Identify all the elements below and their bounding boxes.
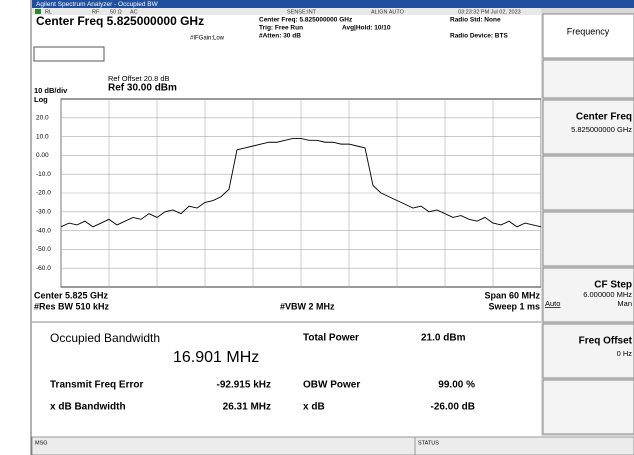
header-info: #IFGain:Low	[190, 36, 225, 42]
center-freq-heading[interactable]: Center Freq 5.825000000 GHz	[36, 14, 204, 28]
msg-label: MSG	[35, 440, 48, 446]
softkey-label: CF Step	[594, 280, 632, 291]
header-info: Center Freq: 5.825000000 GHz	[259, 17, 353, 24]
result-label: Transmit Freq Error	[50, 380, 143, 391]
softkey-label: Freq Offset	[579, 336, 633, 347]
ref-level: Ref 30.00 dBm	[108, 83, 177, 94]
result-value: 16.901 MHz	[173, 349, 259, 366]
y-tick-label: -60.0	[36, 265, 51, 272]
status-item: 50 Ω	[110, 9, 122, 15]
y-tick-label: -50.0	[36, 246, 51, 253]
header-info: Avg|Hold: 10/10	[342, 25, 391, 32]
result-value: 26.31 MHz	[223, 402, 271, 413]
softkey[interactable]	[542, 211, 634, 267]
result-label: Total Power	[303, 333, 359, 344]
softkey-label: Center Freq	[576, 112, 632, 123]
status-item: SENSE:INT	[287, 9, 317, 15]
result-value: -92.915 kHz	[217, 380, 271, 391]
result-value: 99.00 %	[438, 380, 475, 391]
result-value: 21.0 dBm	[421, 333, 466, 344]
log-label: Log	[34, 95, 48, 104]
lxi-icon	[35, 9, 41, 14]
softkey-value: 5.825000000 GHz	[571, 125, 632, 134]
y-tick-label: 0.00	[36, 152, 49, 159]
trace	[60, 138, 542, 228]
res-bw: #Res BW 510 kHz	[34, 301, 110, 311]
ref-offset: Ref Offset 20.8 dB	[108, 74, 170, 83]
status-item: 03:23:32 PM Jul 02, 2023	[458, 9, 521, 15]
header-info: #Atten: 30 dB	[259, 33, 301, 40]
status-label: STATUS	[418, 440, 439, 446]
softkey-value: 0 Hz	[617, 349, 633, 358]
window-title: Agilent Spectrum Analyzer - Occupied BW	[36, 1, 159, 8]
softkey-option[interactable]: Man	[617, 299, 632, 308]
softkey-value: 6.000000 MHz	[583, 290, 632, 299]
header-info: Trig: Free Run	[259, 25, 303, 32]
status-row	[32, 8, 542, 15]
result-label: x dB	[303, 402, 325, 413]
entry-box[interactable]	[33, 46, 105, 62]
sweep: Sweep 1 ms	[488, 301, 540, 311]
y-tick-label: -10.0	[36, 171, 51, 178]
status-item: ALIGN AUTO	[371, 9, 405, 15]
center-label: Center 5.825 GHz	[34, 290, 109, 300]
y-tick-label: 20.0	[36, 115, 49, 122]
result-label: x dB Bandwidth	[50, 402, 126, 413]
vbw: #VBW 2 MHz	[280, 301, 335, 311]
softkey[interactable]	[542, 59, 634, 99]
result-label: Occupied Bandwidth	[50, 331, 160, 345]
y-tick-label: -40.0	[36, 227, 51, 234]
span: Span 60 MHz	[484, 290, 540, 300]
y-tick-label: -20.0	[36, 190, 51, 197]
y-tick-label: 10.0	[36, 133, 49, 140]
softkey[interactable]	[542, 155, 634, 211]
header-info: Radio Device: BTS	[450, 33, 508, 40]
status-item: RL	[45, 9, 52, 15]
softkey[interactable]	[542, 267, 634, 323]
softkey[interactable]	[542, 99, 634, 155]
softkey[interactable]	[542, 379, 634, 435]
softkey-option[interactable]: Auto	[545, 299, 560, 308]
y-tick-label: -30.0	[36, 209, 51, 216]
menu-title-text: Frequency	[567, 26, 610, 36]
status-item: AC	[130, 9, 138, 15]
plot: 20.0 10.0 0.00 -10.0 -20.0 -30.0 -40.0 -50.0 -60…	[36, 98, 542, 288]
status-bar	[31, 436, 634, 455]
result-label: OBW Power	[303, 380, 360, 391]
title-bar	[32, 0, 634, 8]
status-item: RF	[92, 9, 100, 15]
header-info: Radio Std: None	[450, 17, 501, 24]
menu-title	[542, 13, 634, 59]
result-value: -26.00 dB	[431, 402, 475, 413]
scale: 10 dB/div	[34, 86, 68, 95]
softkey[interactable]	[542, 323, 634, 379]
